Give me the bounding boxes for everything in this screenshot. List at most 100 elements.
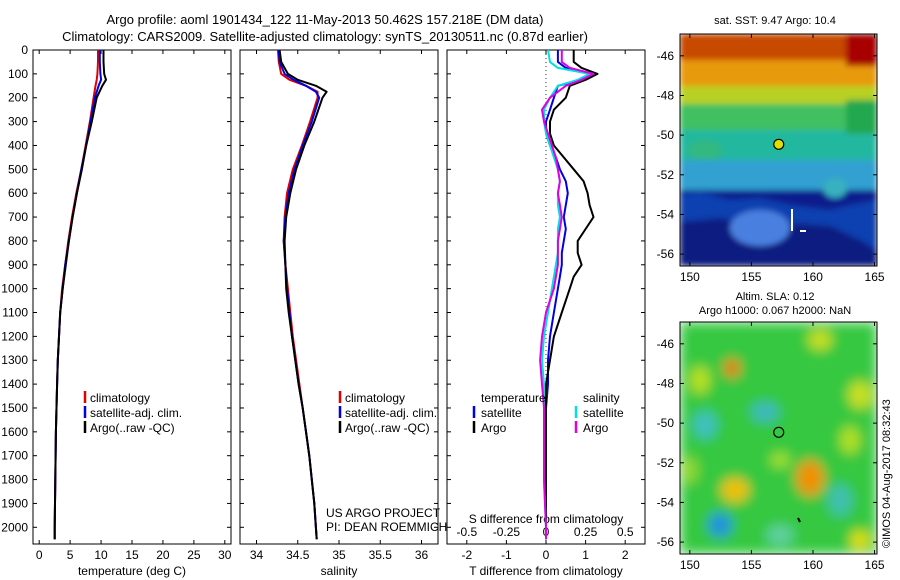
lat-tick-label: -48 (657, 88, 675, 102)
y-tick-label: 1900 (1, 496, 28, 510)
sst-map: -46 -48 -50 -52 -54 -56 150 155 160 165 (657, 33, 885, 284)
lat-tick-label: -52 (657, 168, 675, 182)
lon-tick-label: 165 (865, 270, 885, 284)
lon-tick-label: 150 (680, 558, 700, 572)
series-line-argo-raw-qc (53, 50, 107, 540)
lat-tick-label: -54 (657, 495, 675, 509)
x-tick-label: 15 (125, 548, 139, 562)
y-tick-label: 1500 (1, 401, 28, 415)
legend-label-temp-argo: Argo (481, 421, 507, 435)
legend-label-sal-satellite: satellite (583, 406, 624, 420)
salinity-axes-frame (239, 49, 439, 545)
y-tick-label: 1300 (1, 353, 28, 367)
sst-map-title: sat. SST: 9.47 Argo: 10.4 (714, 15, 836, 27)
difference-legend: temperature salinity satellite Argo sate… (472, 391, 624, 435)
y-tick-label: 400 (8, 138, 28, 152)
lat-tick-label: -50 (657, 128, 675, 142)
x-tick-label: 20 (156, 548, 170, 562)
salinity-legend: climatology satellite-adj. clim. Argo(..… (338, 391, 437, 435)
argo-float-marker-sla (773, 426, 785, 438)
lon-tick-label: 150 (680, 270, 700, 284)
sla-field (680, 322, 877, 554)
sst-field (680, 34, 877, 266)
lat-tick-label: -52 (657, 456, 675, 470)
x2-tick-label: -0.5 (456, 525, 477, 539)
x-tick-label: 1 (582, 548, 589, 562)
x-tick-label: 10 (94, 548, 108, 562)
y-tick-label: 2000 (1, 520, 28, 534)
sla-map: -46 -48 -50 -52 -54 -56 150 155 160 165 ©IMOS 04-… (657, 321, 893, 572)
figure-title-line2: Climatology: CARS2009. Satellite-adjuste… (62, 29, 588, 44)
legend-label-satellite: satellite-adj. clim. (345, 406, 437, 420)
legend-label-argo: Argo(..raw -QC) (345, 421, 430, 435)
y-tick-label: 700 (8, 210, 28, 224)
legend-label-sal-argo: Argo (583, 421, 609, 435)
credit-line1: US ARGO PROJECT (326, 506, 441, 520)
lon-tick-label: 165 (865, 558, 885, 572)
difference-panel: -2 -1 0 1 2 T difference from climatology -0.5… (446, 49, 646, 578)
legend-label-climatology: climatology (345, 391, 405, 405)
x-tick-label: 35.5 (369, 548, 393, 562)
lon-tick-label: 155 (741, 270, 761, 284)
y-tick-label: 1700 (1, 449, 28, 463)
legend-label-satellite: satellite-adj. clim. (90, 406, 182, 420)
y-tick-label: 200 (8, 91, 28, 105)
profile-panels: 0100200300400500600700800900100011001200… (1, 43, 646, 578)
x-tick-label: 34.5 (286, 548, 310, 562)
series-line-salinity-satellite (541, 49, 591, 540)
x-tick-label: 36 (415, 548, 429, 562)
sla-map-ticks: -46 -48 -50 -52 -54 -56 150 155 160 165 (657, 322, 885, 572)
y-tick-label: 1800 (1, 473, 28, 487)
y-tick-label: 1600 (1, 425, 28, 439)
lat-tick-label: -56 (657, 247, 675, 261)
x-tick-label: 35 (332, 548, 346, 562)
imos-stamp: ©IMOS 04-Aug-2017 08:32:43 (881, 399, 893, 548)
lat-tick-label: -54 (657, 207, 675, 221)
x-tick-label: 0 (36, 548, 43, 562)
y-tick-label: 500 (8, 162, 28, 176)
y-tick-label: 300 (8, 115, 28, 129)
sst-map-ticks: -46 -48 -50 -52 -54 -56 150 155 160 165 (657, 34, 885, 284)
lat-tick-label: -46 (657, 337, 675, 351)
sla-map-title-line1: Altim. SLA: 0.12 (735, 291, 815, 303)
lat-tick-label: -50 (657, 416, 675, 430)
series-line-temperature-argo (545, 50, 599, 540)
legend-head-temperature: temperature (481, 391, 546, 405)
y-tick-label: 800 (8, 234, 28, 248)
y-tick-label: 1000 (1, 282, 28, 296)
y-tick-label: 1100 (2, 306, 28, 320)
legend-label-climatology: climatology (90, 391, 150, 405)
x-tick-label: 5 (67, 548, 74, 562)
lon-tick-label: 160 (803, 558, 823, 572)
y-tick-label: 1400 (1, 377, 28, 391)
salinity-x-axis-label: salinity (321, 564, 358, 578)
lon-tick-label: 160 (803, 270, 823, 284)
lat-tick-label: -48 (657, 376, 675, 390)
legend-label-temp-satellite: satellite (481, 406, 522, 420)
x2-tick-label: -0.25 (493, 525, 521, 539)
credit-line2: PI: DEAN ROEMMICH (326, 520, 447, 534)
series-line-salinity-argo (539, 50, 595, 540)
x2-tick-label: 0.5 (617, 525, 634, 539)
x-tick-label: 34 (250, 548, 264, 562)
sla-velocity-vector (797, 517, 801, 523)
sla-map-title-line2: Argo h1000: 0.067 h2000: NaN (698, 305, 852, 317)
y-tick-label: 600 (8, 186, 28, 200)
lon-tick-label: 155 (741, 558, 761, 572)
temperature-axes-frame (32, 49, 232, 545)
temperature-x-axis-label: temperature (deg C) (78, 564, 186, 578)
x-tick-label: -2 (461, 548, 472, 562)
figure-title-line1: Argo profile: aoml 1901434_122 11-May-20… (106, 12, 544, 27)
x-tick-label: 0 (543, 548, 550, 562)
salinity-panel: 34 34.5 35 35.5 36 salinity (239, 49, 439, 578)
series-line-argo-raw-qc (278, 49, 328, 540)
legend-head-salinity: salinity (583, 391, 620, 405)
sla-map-frame (679, 321, 878, 555)
lat-tick-label: -56 (657, 535, 675, 549)
y-tick-label: 0 (21, 43, 28, 57)
temperature-legend: climatology satellite-adj. clim. Argo(..… (83, 391, 182, 435)
x-tick-label: -1 (501, 548, 512, 562)
argo-float-marker (773, 138, 785, 150)
lat-tick-label: -46 (657, 49, 675, 63)
x-tick-label: 25 (187, 548, 201, 562)
